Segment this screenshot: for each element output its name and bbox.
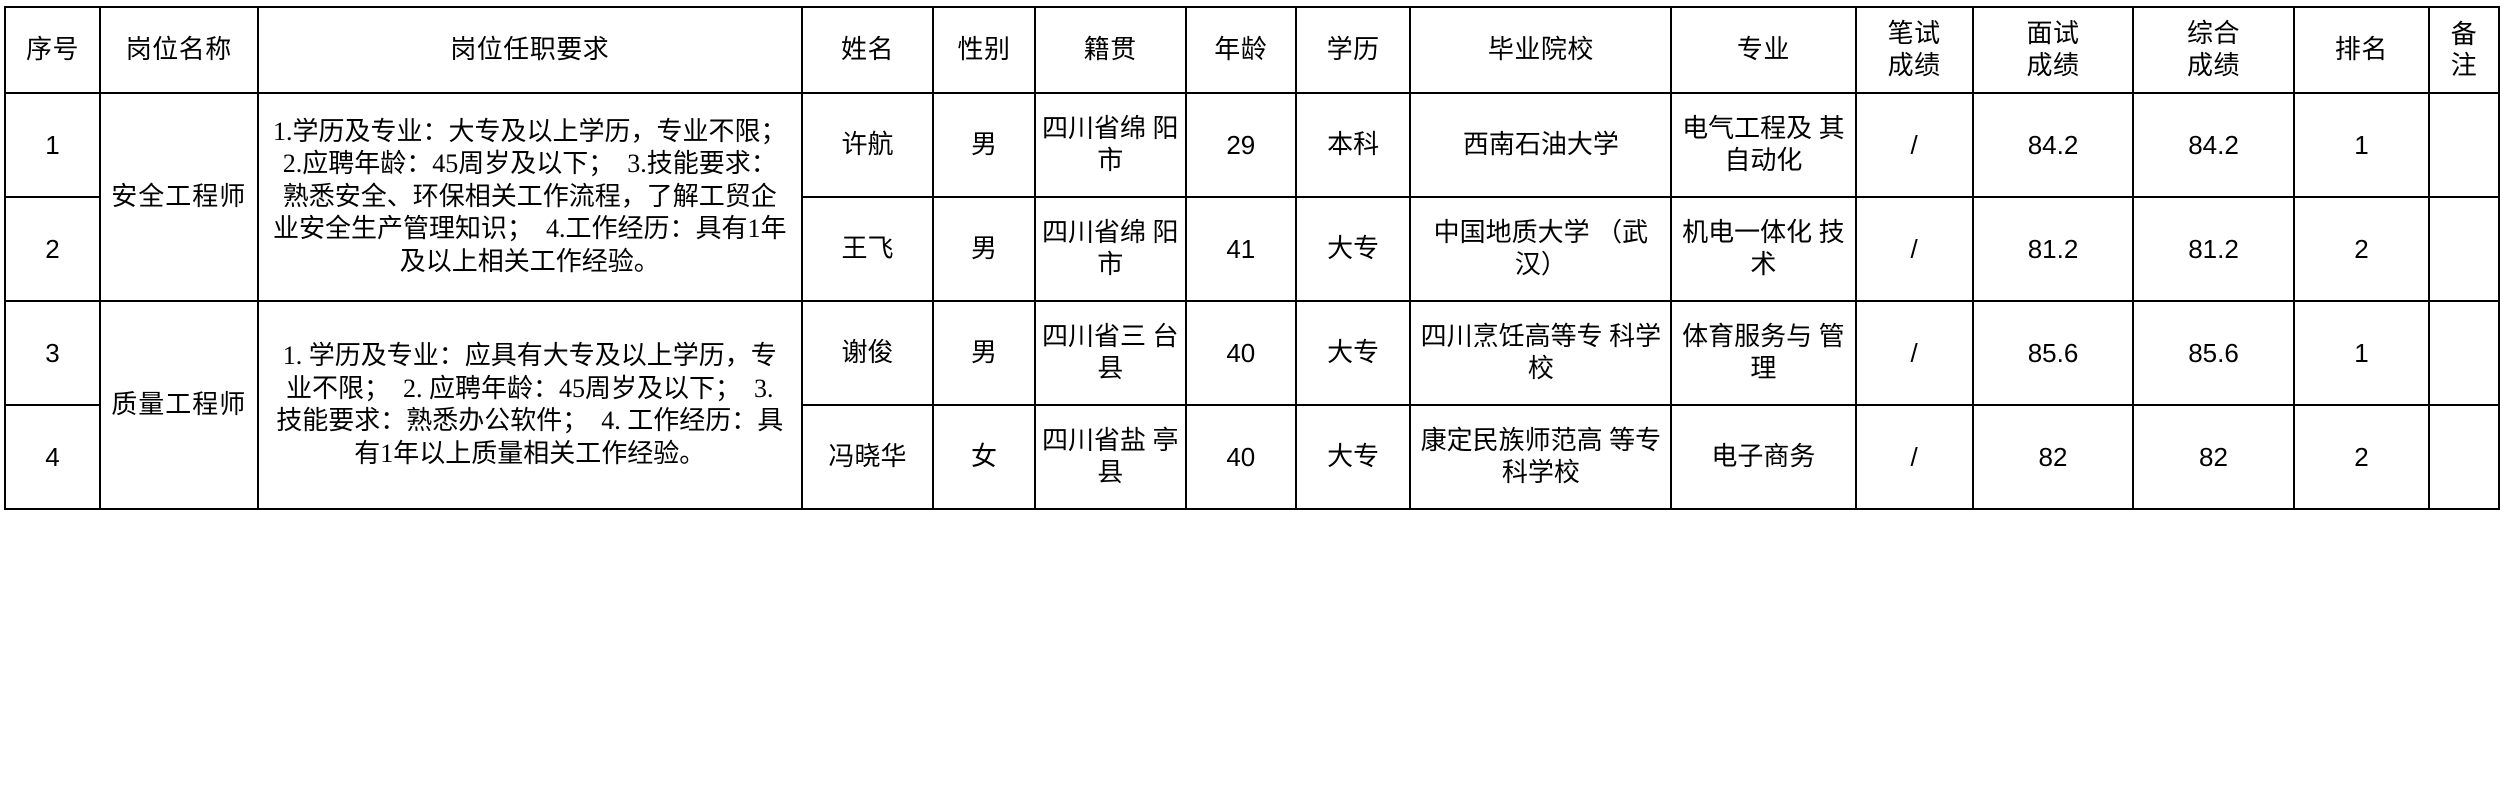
column-header-major: 专业 xyxy=(1670,6,1857,94)
cell-school: 西南石油大学 xyxy=(1409,92,1673,198)
column-header-written-score: 笔试 成绩 xyxy=(1854,6,1974,94)
cell-rank: 1 xyxy=(2292,300,2431,406)
cell-index: 4 xyxy=(4,404,101,510)
cell-interview-score: 85.6 xyxy=(1971,300,2135,406)
cell-name: 王飞 xyxy=(800,196,935,302)
column-header-education: 学历 xyxy=(1294,6,1412,94)
cell-name: 谢俊 xyxy=(800,300,935,406)
cell-interview-score: 81.2 xyxy=(1971,196,2135,302)
cell-school: 四川烹饪高等专 科学校 xyxy=(1409,300,1673,406)
table-row: 2 王飞 男 四川省绵 阳市 41 大专 中国地质大学 （武汉） 机电一体化 技… xyxy=(4,196,2500,302)
cell-interview-score: 84.2 xyxy=(1971,92,2135,198)
cell-composite-score: 85.6 xyxy=(2132,300,2295,406)
column-header-interview-score: 面试 成绩 xyxy=(1971,6,2135,94)
column-header-requirements: 岗位任职要求 xyxy=(256,6,803,94)
cell-note xyxy=(2428,300,2500,406)
column-header-rank: 排名 xyxy=(2292,6,2431,94)
cell-index: 3 xyxy=(4,300,101,406)
column-header-post-name: 岗位名称 xyxy=(98,6,259,94)
cell-post-name: 安全工程师 xyxy=(98,92,259,302)
cell-education: 大专 xyxy=(1294,300,1412,406)
cell-requirements: 1.学历及专业：大专及以上学历，专业不限； 2.应聘年龄：45周岁及以下； 3.… xyxy=(256,92,803,302)
cell-age: 40 xyxy=(1184,404,1297,510)
column-header-composite-score: 综合 成绩 xyxy=(2132,6,2295,94)
cell-written-score: / xyxy=(1854,92,1974,198)
cell-school: 中国地质大学 （武汉） xyxy=(1409,196,1673,302)
cell-age: 41 xyxy=(1184,196,1297,302)
cell-requirements: 1. 学历及专业：应具有大专及以上学历，专 业不限； 2. 应聘年龄：45周岁及… xyxy=(256,300,803,510)
column-header-age: 年龄 xyxy=(1184,6,1297,94)
table-row: 1 安全工程师 1.学历及专业：大专及以上学历，专业不限； 2.应聘年龄：45周… xyxy=(4,92,2500,302)
cell-native-place: 四川省三 台县 xyxy=(1033,300,1187,406)
cell-composite-score: 82 xyxy=(2132,404,2295,510)
cell-composite-score: 84.2 xyxy=(2132,92,2295,198)
cell-gender: 男 xyxy=(932,300,1036,406)
column-header-gender: 性别 xyxy=(932,6,1036,94)
cell-rank: 1 xyxy=(2292,92,2431,198)
cell-index: 2 xyxy=(4,196,101,302)
cell-name: 冯晓华 xyxy=(800,404,935,510)
cell-native-place: 四川省绵 阳市 xyxy=(1033,196,1187,302)
cell-index: 1 xyxy=(4,92,101,198)
column-header-note: 备 注 xyxy=(2428,6,2500,94)
cell-written-score: / xyxy=(1854,300,1974,406)
cell-rank: 2 xyxy=(2292,196,2431,302)
cell-post-name: 质量工程师 xyxy=(98,300,259,510)
table-body: 1 安全工程师 1.学历及专业：大专及以上学历，专业不限； 2.应聘年龄：45周… xyxy=(4,92,2500,510)
table-row: 3 质量工程师 1. 学历及专业：应具有大专及以上学历，专 业不限； 2. 应聘… xyxy=(4,300,2500,510)
cell-age: 40 xyxy=(1184,300,1297,406)
cell-note xyxy=(2428,196,2500,302)
recruitment-results-table: 序号 岗位名称 岗位任职要求 姓名 性别 籍贯 年龄 学历 毕业院校 专业 笔试… xyxy=(4,6,2500,510)
cell-education: 本科 xyxy=(1294,92,1412,198)
cell-major: 体育服务与 管理 xyxy=(1670,300,1857,406)
cell-major: 机电一体化 技术 xyxy=(1670,196,1857,302)
column-header-name: 姓名 xyxy=(800,6,935,94)
cell-written-score: / xyxy=(1854,404,1974,510)
column-header-school: 毕业院校 xyxy=(1409,6,1673,94)
table-row: 4 冯晓华 女 四川省盐 亭县 40 大专 康定民族师范高 等专科学校 电子商务… xyxy=(4,404,2500,510)
table-header: 序号 岗位名称 岗位任职要求 姓名 性别 籍贯 年龄 学历 毕业院校 专业 笔试… xyxy=(4,6,2500,94)
cell-age: 29 xyxy=(1184,92,1297,198)
cell-composite-score: 81.2 xyxy=(2132,196,2295,302)
cell-interview-score: 82 xyxy=(1971,404,2135,510)
column-header-native-place: 籍贯 xyxy=(1033,6,1187,94)
cell-education: 大专 xyxy=(1294,404,1412,510)
cell-note xyxy=(2428,92,2500,198)
cell-rank: 2 xyxy=(2292,404,2431,510)
cell-native-place: 四川省绵 阳市 xyxy=(1033,92,1187,198)
cell-gender: 女 xyxy=(932,404,1036,510)
cell-school: 康定民族师范高 等专科学校 xyxy=(1409,404,1673,510)
cell-major: 电子商务 xyxy=(1670,404,1857,510)
cell-education: 大专 xyxy=(1294,196,1412,302)
cell-major: 电气工程及 其自动化 xyxy=(1670,92,1857,198)
cell-name: 许航 xyxy=(800,92,935,198)
cell-native-place: 四川省盐 亭县 xyxy=(1033,404,1187,510)
cell-gender: 男 xyxy=(932,92,1036,198)
column-header-index: 序号 xyxy=(4,6,101,94)
cell-written-score: / xyxy=(1854,196,1974,302)
header-row: 序号 岗位名称 岗位任职要求 姓名 性别 籍贯 年龄 学历 毕业院校 专业 笔试… xyxy=(4,6,2500,94)
cell-note xyxy=(2428,404,2500,510)
cell-gender: 男 xyxy=(932,196,1036,302)
